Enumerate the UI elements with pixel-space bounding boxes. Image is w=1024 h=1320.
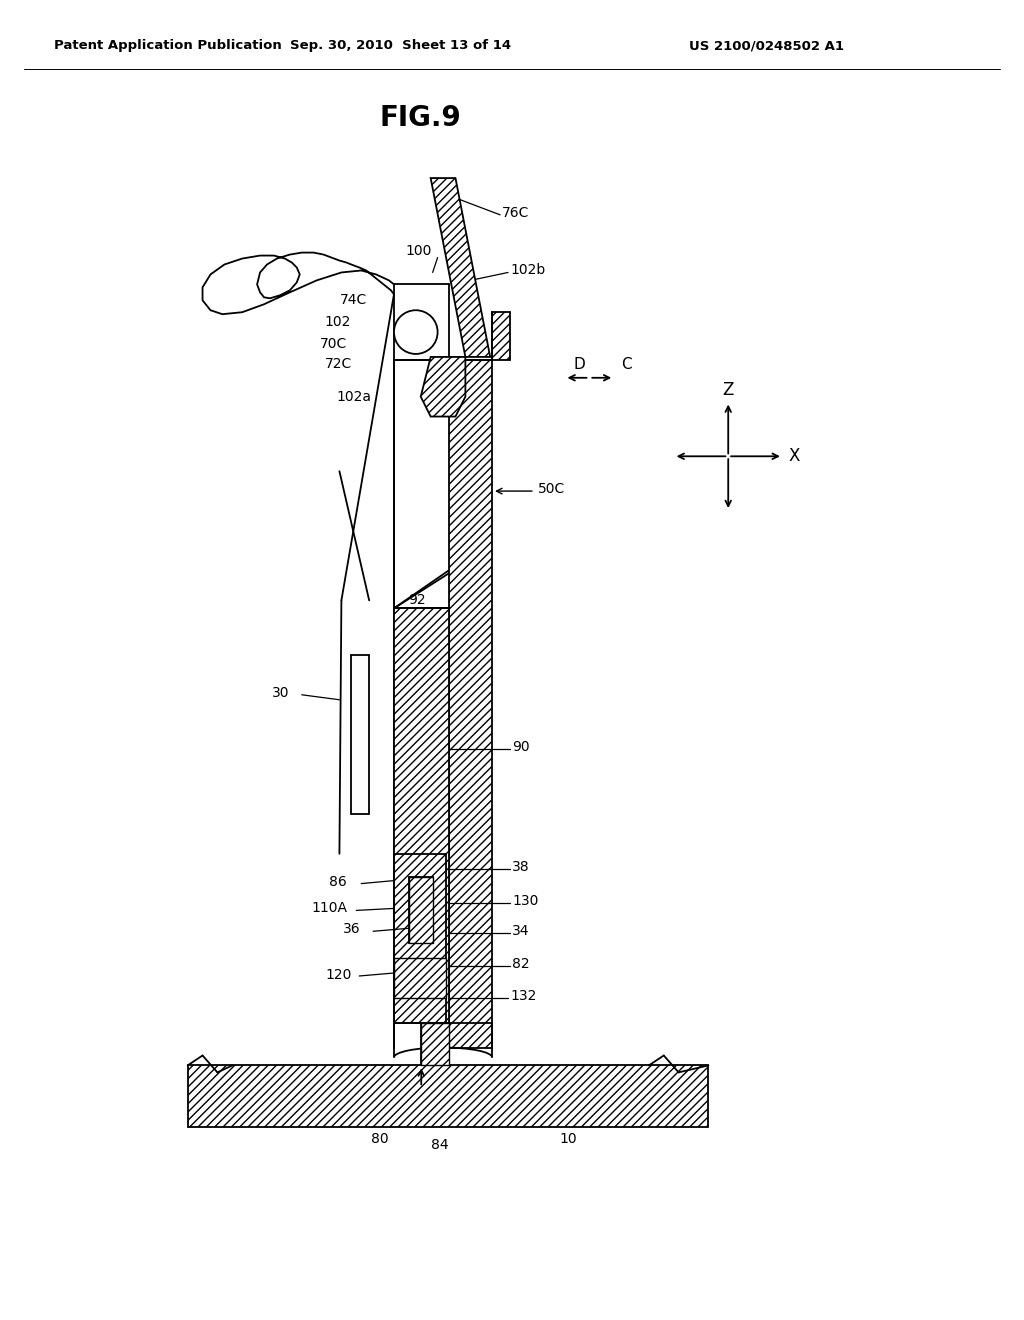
Text: 100: 100 — [406, 244, 432, 257]
Polygon shape — [493, 313, 510, 360]
Text: 72C: 72C — [325, 356, 352, 371]
Text: 74C: 74C — [339, 293, 367, 308]
Text: 82: 82 — [512, 957, 529, 972]
Text: 30: 30 — [272, 686, 290, 700]
Text: 120: 120 — [326, 968, 352, 982]
Text: 86: 86 — [330, 875, 347, 888]
Text: Patent Application Publication: Patent Application Publication — [53, 40, 282, 53]
Polygon shape — [187, 1065, 709, 1127]
Text: 36: 36 — [343, 923, 361, 936]
Text: 84: 84 — [431, 1138, 449, 1152]
Text: 70C: 70C — [319, 337, 347, 351]
Text: 132: 132 — [510, 989, 537, 1003]
Polygon shape — [409, 876, 433, 944]
Text: 92: 92 — [408, 594, 426, 607]
Text: X: X — [790, 447, 801, 465]
Text: 130: 130 — [512, 895, 539, 908]
Text: FIG.9: FIG.9 — [380, 104, 462, 132]
Polygon shape — [449, 360, 493, 1048]
Text: Sep. 30, 2010  Sheet 13 of 14: Sep. 30, 2010 Sheet 13 of 14 — [291, 40, 511, 53]
Text: Z: Z — [723, 380, 734, 399]
Text: D: D — [573, 358, 586, 372]
Polygon shape — [394, 609, 449, 649]
Text: 38: 38 — [512, 859, 529, 874]
Text: 34: 34 — [512, 924, 529, 939]
Text: C: C — [622, 358, 632, 372]
Text: 110A: 110A — [311, 902, 347, 916]
Text: 76C: 76C — [502, 206, 529, 220]
Text: 80: 80 — [371, 1133, 389, 1146]
Text: 10: 10 — [559, 1133, 578, 1146]
Polygon shape — [421, 1023, 449, 1065]
Text: 102: 102 — [325, 315, 351, 329]
Text: 90: 90 — [512, 741, 529, 755]
Circle shape — [394, 310, 437, 354]
Text: 50C: 50C — [538, 482, 565, 496]
Polygon shape — [394, 958, 445, 998]
Polygon shape — [431, 178, 490, 356]
Polygon shape — [394, 609, 449, 1023]
Text: 102a: 102a — [337, 389, 372, 404]
Polygon shape — [421, 356, 465, 417]
Text: 102b: 102b — [510, 264, 545, 277]
Text: US 2100/0248502 A1: US 2100/0248502 A1 — [688, 40, 844, 53]
